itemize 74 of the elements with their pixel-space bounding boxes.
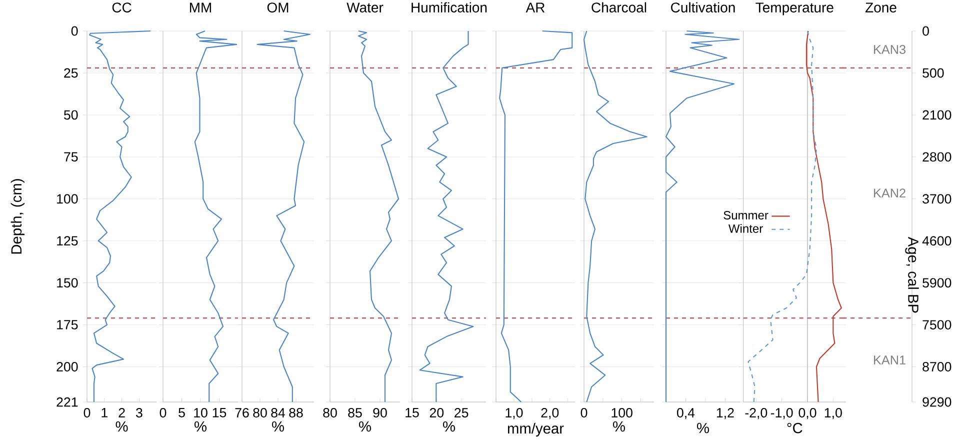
x-axis-title: % — [613, 421, 625, 432]
x-tick-label: 2,0 — [541, 408, 559, 420]
text: 0 — [922, 26, 929, 36]
x-axis-title: % — [697, 422, 709, 434]
y-tick-label: 150 — [57, 278, 78, 288]
x-tick-label: 100 — [612, 408, 632, 418]
legend-label: Summer — [724, 210, 768, 220]
x-tick-label: 0 — [160, 408, 166, 418]
x-tick-label: 0 — [84, 408, 90, 418]
x-tick-label: 84 — [271, 408, 286, 418]
x-tick-label: 80 — [323, 408, 337, 418]
x-tick-label: 85 — [348, 408, 362, 418]
x-tick-label: -2,0 — [745, 408, 768, 420]
text: KAN3 — [874, 44, 906, 54]
x-tick-label: 15 — [212, 408, 226, 418]
x-tick-label: 1,0 — [824, 408, 842, 420]
y-tick-label: 0 — [71, 26, 78, 36]
y-tick-label: 125 — [57, 236, 78, 246]
y-tick-label: 175 — [57, 320, 78, 330]
text: 2800 — [922, 152, 952, 162]
text: KAN2 — [874, 188, 906, 198]
x-tick-label: 0,0 — [798, 408, 816, 420]
text: 5900 — [922, 278, 952, 288]
text: 4600 — [922, 236, 952, 246]
x-tick-label: 2 — [118, 408, 125, 418]
x-axis-title: mm/year — [508, 422, 564, 437]
y-tick-label: 25 — [64, 68, 78, 78]
x-tick-label: 1,2 — [716, 408, 734, 420]
text: Age, cal BP — [905, 236, 919, 313]
x-tick-label: -1,0 — [770, 408, 793, 420]
text: Zone — [865, 2, 896, 12]
x-tick-label: 0,4 — [676, 408, 695, 420]
x-tick-label: 1 — [102, 408, 108, 418]
x-tick-label: 1,0 — [506, 408, 523, 420]
x-axis-title: % — [194, 421, 206, 432]
chart-title: AR — [526, 2, 545, 12]
x-tick-label: 90 — [373, 408, 387, 418]
text: 7500 — [922, 320, 952, 330]
chart-title: Water — [346, 2, 384, 12]
text: 500 — [922, 68, 944, 78]
x-tick-label: 76 — [235, 408, 249, 418]
chart-title: Humification — [412, 2, 487, 12]
chart-title: CC — [112, 2, 132, 12]
y-tick-label: 75 — [64, 152, 78, 162]
x-tick-label: 15 — [406, 408, 419, 418]
chart-title: OM — [267, 2, 288, 12]
x-axis-title: °C — [787, 422, 802, 434]
text: 2100 — [922, 110, 952, 120]
x-tick-label: 3 — [136, 408, 142, 418]
x-tick-label: 0 — [580, 408, 588, 418]
y-tick-label: 50 — [64, 110, 78, 120]
chart-title: MM — [190, 2, 211, 12]
y-tick-label: 200 — [56, 362, 78, 372]
x-tick-label: 25 — [454, 408, 468, 418]
x-axis-title: % — [443, 421, 455, 432]
x-tick-label: 20 — [430, 408, 444, 418]
x-tick-label: 10 — [194, 408, 208, 418]
legend-label: Winter — [728, 224, 763, 233]
x-tick-label: 88 — [289, 408, 303, 418]
text: 3700 — [922, 194, 952, 204]
y-tick-label: 221 — [56, 397, 78, 407]
chart-title: Charcoal — [592, 2, 646, 12]
x-axis-title: % — [359, 421, 371, 432]
y-tick-label: 100 — [57, 194, 78, 204]
text: 9290 — [922, 397, 952, 407]
chart-title: Cultivation — [671, 2, 735, 12]
x-axis-title: % — [116, 421, 128, 432]
text: KAN1 — [874, 356, 906, 364]
y-axis-title: Depth, (cm) — [10, 179, 24, 254]
text: 8700 — [922, 362, 952, 372]
x-tick-label: 5 — [178, 408, 185, 418]
x-axis-title: % — [272, 421, 284, 432]
x-tick-label: 80 — [253, 408, 267, 418]
chart-title: Temperature — [756, 2, 834, 16]
